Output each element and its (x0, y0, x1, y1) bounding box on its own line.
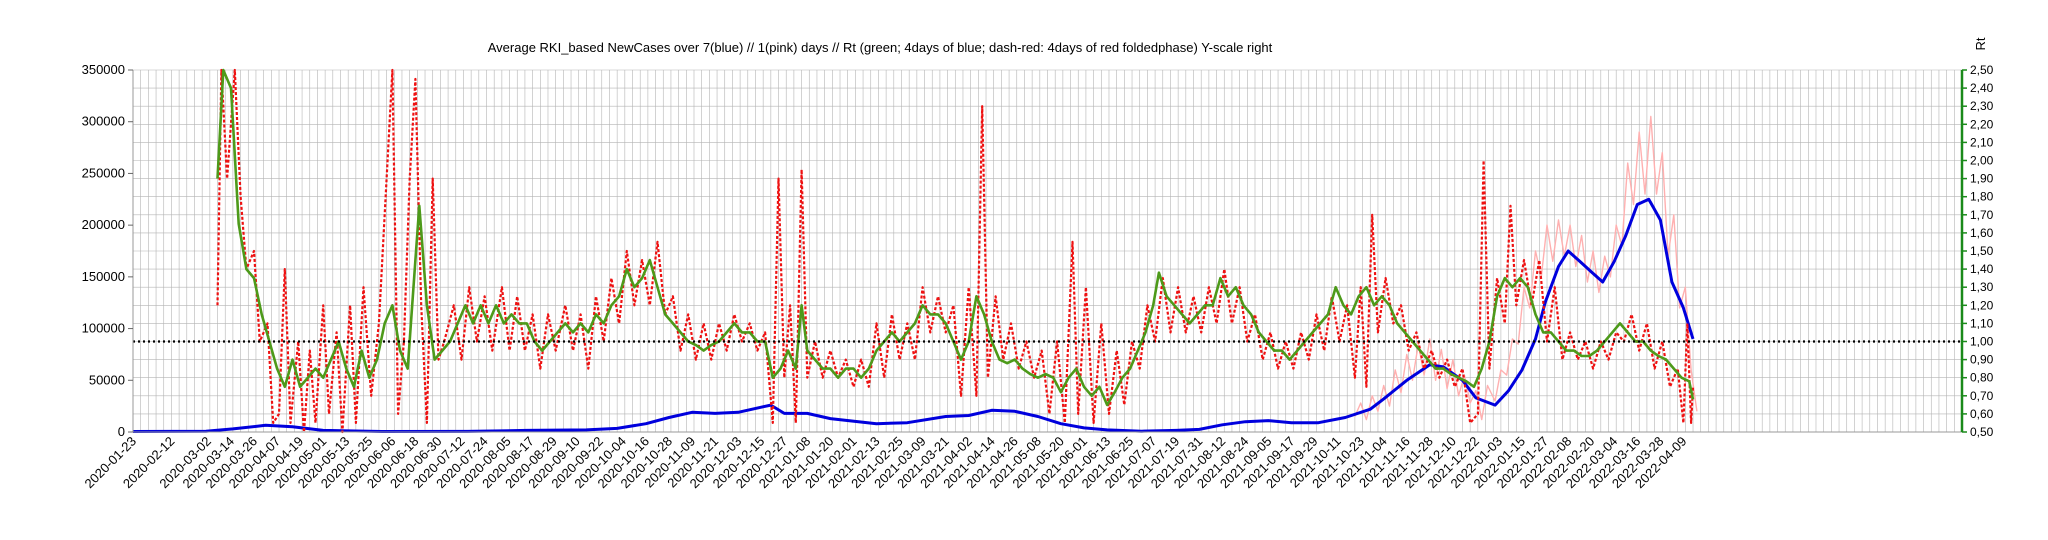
y-tick-label-right: 2,30 (1970, 99, 1994, 113)
y-tick-label-right: 2,40 (1970, 81, 1994, 95)
axes: 0 50000 100000 150000 200000 250000 300000 3500… (81, 62, 1993, 491)
y-tick-label-left: 50000 (89, 372, 125, 387)
chart-title: Average RKI_based NewCases over 7(blue) … (488, 40, 1273, 55)
y-tick-label-right: 1,70 (1970, 208, 1994, 222)
y-tick-label-right: 1,10 (1970, 316, 1994, 330)
y-tick-label-right: 2,10 (1970, 135, 1994, 149)
y-tick-label-left: 300000 (82, 114, 125, 129)
y-tick-label-right: 0,70 (1970, 389, 1994, 403)
y-axis-right-label: Rt (1973, 37, 1988, 50)
y-tick-label-right: 0,90 (1970, 353, 1994, 367)
series-line-red (216, 68, 1695, 434)
series-line-blue (132, 197, 1695, 433)
y-tick-label-left: 100000 (82, 321, 125, 336)
y-tick-label-right: 2,20 (1970, 117, 1994, 131)
y-tick-label-right: 1,20 (1970, 298, 1994, 312)
y-tick-label-right: 1,00 (1970, 335, 1994, 349)
y-tick-label-right: 2,00 (1970, 154, 1994, 168)
y-tick-label-right: 2,50 (1970, 63, 1994, 77)
y-tick-label-right: 1,40 (1970, 262, 1994, 276)
grid (132, 69, 1963, 433)
y-tick-label-left: 200000 (82, 217, 125, 232)
y-tick-label-right: 1,30 (1970, 280, 1994, 294)
y-tick-label-right: 1,80 (1970, 190, 1994, 204)
plot-area (132, 68, 1962, 434)
y-tick-label-right: 0,60 (1970, 407, 1994, 421)
y-tick-label-right: 0,50 (1970, 425, 1994, 439)
y-tick-label-left: 150000 (82, 269, 125, 284)
y-tick-label-right: 1,50 (1970, 244, 1994, 258)
y-tick-label-left: 250000 (82, 165, 125, 180)
y-tick-label-left: 350000 (82, 62, 125, 77)
y-tick-label-right: 1,90 (1970, 172, 1994, 186)
y-tick-label-left: 0 (118, 424, 125, 439)
y-tick-label-right: 1,60 (1970, 226, 1994, 240)
y-tick-label-right: 0,80 (1970, 371, 1994, 385)
